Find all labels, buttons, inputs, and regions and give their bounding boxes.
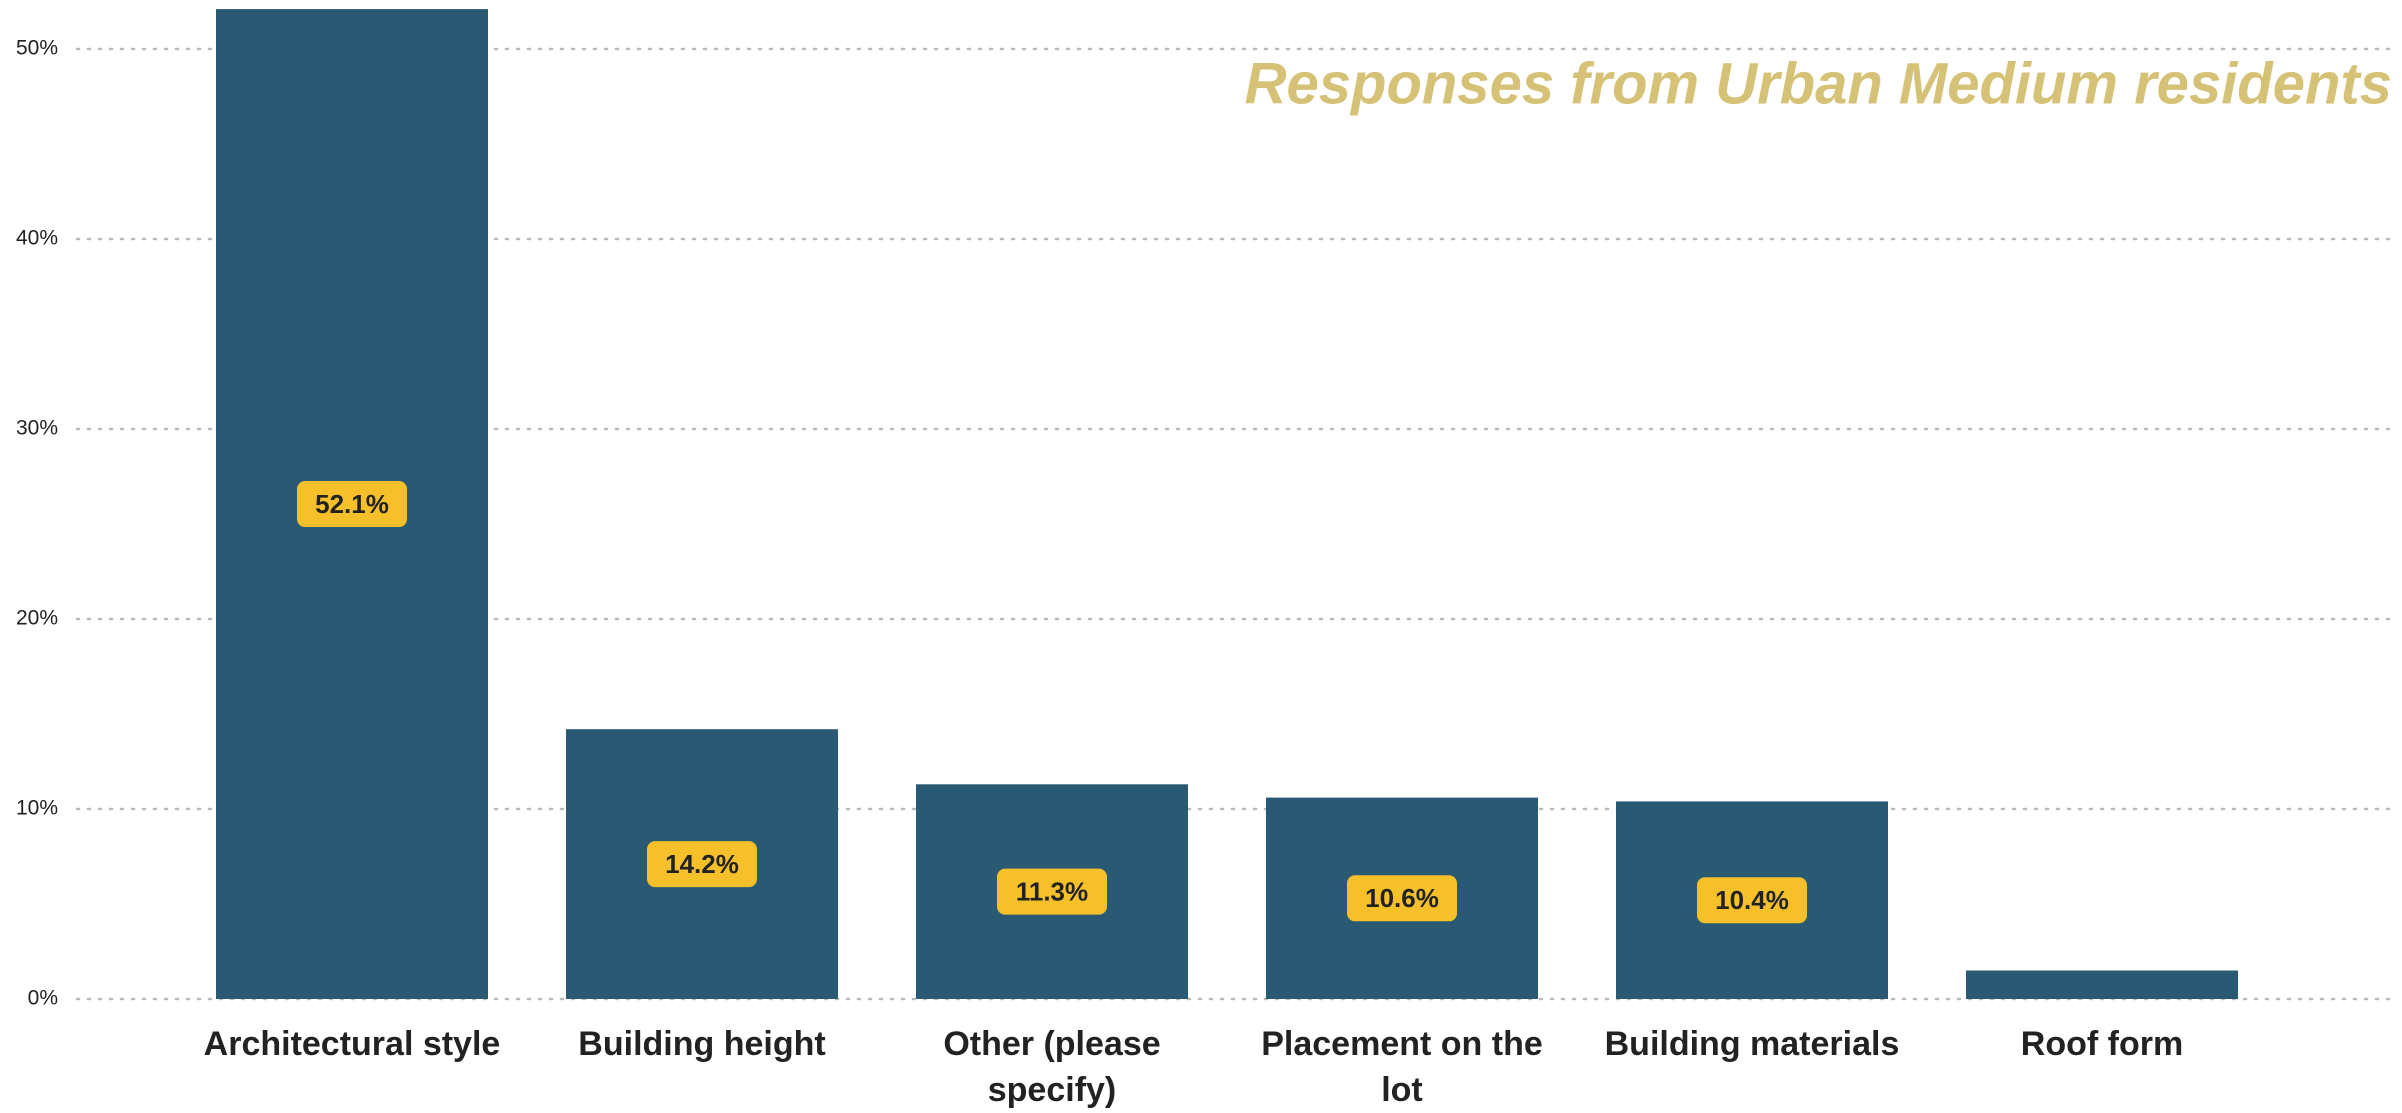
bar [1966, 970, 2238, 999]
y-tick-label: 50% [16, 37, 58, 60]
x-tick-label: Placement on the lot [1261, 1025, 1543, 1109]
x-tick-label: Architectural style [203, 1025, 501, 1063]
value-label: 10.6% [1365, 883, 1439, 913]
x-tick-label: Other (please specify) [943, 1025, 1161, 1109]
x-tick-label: Roof form [2020, 1025, 2184, 1063]
value-label: 11.3% [1016, 877, 1088, 907]
x-tick-label: Building height [578, 1025, 826, 1063]
value-label-box [1697, 877, 1807, 924]
value-label: 10.4% [1715, 885, 1789, 915]
value-label-box [647, 841, 757, 888]
value-label-box [297, 481, 407, 528]
y-tick-label: 30% [16, 417, 58, 440]
value-label: 14.2% [665, 849, 739, 879]
y-tick-label: 0% [28, 987, 58, 1010]
value-label-box [1347, 875, 1457, 922]
y-tick-label: 10% [16, 797, 58, 820]
chart-title: Responses from Urban Medium residents [1245, 51, 2392, 116]
x-tick-label: Building materials [1604, 1025, 1900, 1063]
y-tick-label: 40% [16, 227, 58, 250]
y-tick-label: 20% [16, 607, 58, 630]
value-label: 52.1% [315, 489, 389, 519]
value-label-box [997, 868, 1107, 915]
